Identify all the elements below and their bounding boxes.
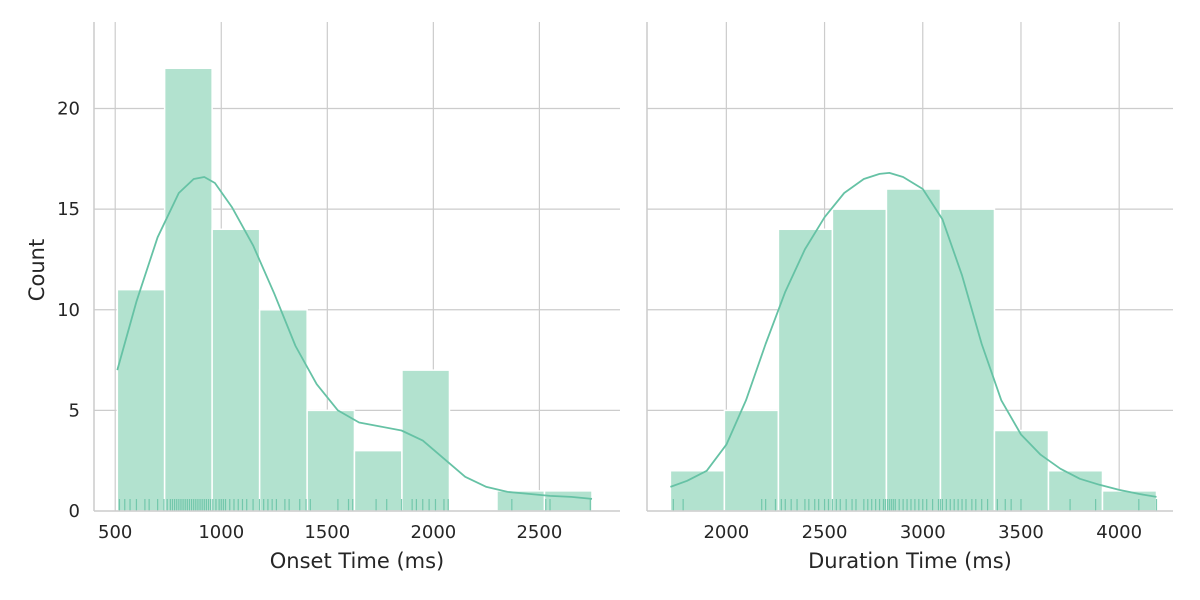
y-tick-label: 5 [69, 400, 80, 421]
x-tick-label: 3500 [998, 522, 1044, 543]
x-axis-label-duration: Duration Time (ms) [808, 549, 1012, 573]
x-tick-label: 1000 [198, 522, 244, 543]
histogram-bar [1101, 490, 1158, 512]
y-tick-label: 15 [57, 199, 80, 220]
y-axis-label: Count [25, 239, 49, 301]
histogram-bar [306, 409, 356, 512]
x-tick-label: 2500 [516, 522, 562, 543]
histogram-bar [669, 470, 726, 512]
x-tick-label: 2000 [703, 522, 749, 543]
histogram-bar [401, 369, 451, 512]
y-tick-label: 0 [69, 501, 80, 522]
x-axis-label-onset: Onset Time (ms) [270, 549, 444, 573]
histogram-bar [116, 288, 166, 512]
histogram-bar [723, 409, 780, 512]
histogram-bar [939, 208, 996, 512]
kde-line [670, 171, 1157, 498]
y-tick-label: 20 [57, 99, 80, 120]
histogram-bar [993, 429, 1050, 512]
histogram-bar [777, 228, 834, 512]
chart-panel-2: 2000 2500 3000 3500 4000 [646, 22, 1173, 543]
x-tick-label: 2500 [802, 522, 848, 543]
y-tick-label: 10 [57, 300, 80, 321]
histogram-bar [543, 490, 593, 512]
x-tick-label: 500 [98, 522, 132, 543]
histogram-bar [211, 228, 261, 512]
x-tick-label: 2000 [410, 522, 456, 543]
x-tick-label: 3000 [900, 522, 946, 543]
x-tick-label: 4000 [1096, 522, 1142, 543]
histogram-bar [353, 449, 403, 512]
histogram-bar [831, 208, 888, 512]
chart-panel-1: 500 1000 1500 2000 2500 0 5 10 15 20 [57, 22, 620, 543]
histogram-bar [885, 188, 942, 512]
kde-line [116, 176, 593, 500]
x-tick-label: 1500 [304, 522, 350, 543]
histogram-bar [258, 309, 308, 512]
histogram-bar [163, 67, 213, 512]
